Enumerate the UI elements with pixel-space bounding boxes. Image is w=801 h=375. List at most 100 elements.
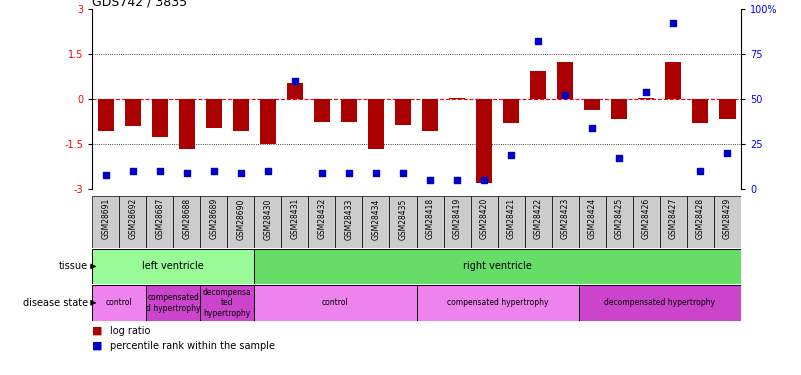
Bar	[719, 99, 735, 118]
Text: compensated
d hypertrophy: compensated d hypertrophy	[146, 293, 200, 312]
Bar	[255, 249, 741, 284]
Text: GDS742 / 3835: GDS742 / 3835	[92, 0, 187, 9]
Text: control: control	[106, 298, 132, 307]
Text: GSM28433: GSM28433	[344, 198, 353, 240]
Bar	[417, 196, 444, 248]
Text: decompensa
ted
hypertrophy: decompensa ted hypertrophy	[203, 288, 252, 318]
Text: GSM28688: GSM28688	[183, 198, 191, 239]
Text: tissue: tissue	[59, 261, 88, 272]
Bar	[125, 99, 141, 126]
Bar	[98, 99, 114, 130]
Point	[613, 155, 626, 161]
Point	[532, 38, 545, 44]
Bar	[687, 196, 714, 248]
Bar	[119, 196, 146, 248]
Point	[180, 170, 193, 176]
Point	[721, 150, 734, 156]
Bar	[525, 196, 552, 248]
Text: GSM28431: GSM28431	[291, 198, 300, 239]
Text: control: control	[322, 298, 348, 307]
Bar	[530, 70, 546, 99]
Bar	[497, 196, 525, 248]
Text: GSM28429: GSM28429	[723, 198, 732, 239]
Text: GSM28430: GSM28430	[264, 198, 272, 240]
Point	[261, 168, 274, 174]
Point	[316, 170, 328, 176]
Point	[207, 168, 220, 174]
Point	[369, 170, 382, 176]
Bar	[606, 196, 633, 248]
Bar	[362, 196, 389, 248]
Bar	[552, 196, 579, 248]
Point	[343, 170, 356, 176]
Bar	[255, 285, 417, 321]
Bar	[92, 249, 255, 284]
Text: GSM28420: GSM28420	[480, 198, 489, 239]
Bar	[417, 285, 578, 321]
Text: compensated hypertrophy: compensated hypertrophy	[447, 298, 549, 307]
Bar	[557, 62, 574, 99]
Bar	[255, 196, 281, 248]
Bar	[660, 196, 687, 248]
Text: disease state: disease state	[23, 298, 88, 308]
Text: GSM28424: GSM28424	[588, 198, 597, 239]
Bar	[92, 196, 119, 248]
Text: GSM28421: GSM28421	[507, 198, 516, 239]
Bar	[146, 196, 173, 248]
Point	[667, 20, 680, 26]
Point	[694, 168, 706, 174]
Bar	[449, 98, 465, 99]
Bar	[611, 99, 627, 118]
Point	[153, 168, 166, 174]
Text: left ventricle: left ventricle	[143, 261, 204, 272]
Point	[235, 170, 248, 176]
Text: GSM28692: GSM28692	[128, 198, 137, 239]
Point	[505, 152, 517, 158]
Text: ■: ■	[92, 340, 103, 351]
Bar	[692, 99, 709, 123]
Bar	[395, 99, 411, 124]
Text: GSM28423: GSM28423	[561, 198, 570, 239]
Point	[424, 177, 437, 183]
Bar	[714, 196, 741, 248]
Text: GSM28432: GSM28432	[317, 198, 326, 239]
Point	[559, 92, 572, 98]
Bar	[200, 285, 255, 321]
Point	[451, 177, 464, 183]
Bar	[206, 99, 222, 128]
Text: GSM28426: GSM28426	[642, 198, 650, 239]
Point	[127, 168, 139, 174]
Text: GSM28418: GSM28418	[425, 198, 434, 239]
Text: percentile rank within the sample: percentile rank within the sample	[110, 341, 275, 351]
Text: GSM28691: GSM28691	[101, 198, 110, 239]
Point	[99, 172, 112, 178]
Text: GSM28422: GSM28422	[533, 198, 542, 239]
Bar	[476, 99, 492, 183]
Bar	[92, 285, 146, 321]
Text: ■: ■	[92, 326, 103, 336]
Text: decompensated hypertrophy: decompensated hypertrophy	[604, 298, 715, 307]
Bar	[336, 196, 363, 248]
Bar	[146, 285, 200, 321]
Bar	[308, 196, 336, 248]
Text: GSM28427: GSM28427	[669, 198, 678, 239]
Bar	[422, 99, 438, 130]
Text: right ventricle: right ventricle	[463, 261, 532, 272]
Text: GSM28434: GSM28434	[372, 198, 380, 240]
Point	[640, 89, 653, 95]
Bar	[579, 196, 606, 248]
Text: GSM28689: GSM28689	[209, 198, 218, 239]
Bar	[638, 98, 654, 99]
Bar	[200, 196, 227, 248]
Text: GSM28419: GSM28419	[453, 198, 461, 239]
Bar	[227, 196, 255, 248]
Text: GSM28425: GSM28425	[615, 198, 624, 239]
Bar	[179, 99, 195, 148]
Bar	[173, 196, 200, 248]
Bar	[633, 196, 660, 248]
Bar	[287, 82, 303, 99]
Bar	[471, 196, 497, 248]
Bar	[503, 99, 519, 123]
Bar	[281, 196, 308, 248]
Bar	[260, 99, 276, 144]
